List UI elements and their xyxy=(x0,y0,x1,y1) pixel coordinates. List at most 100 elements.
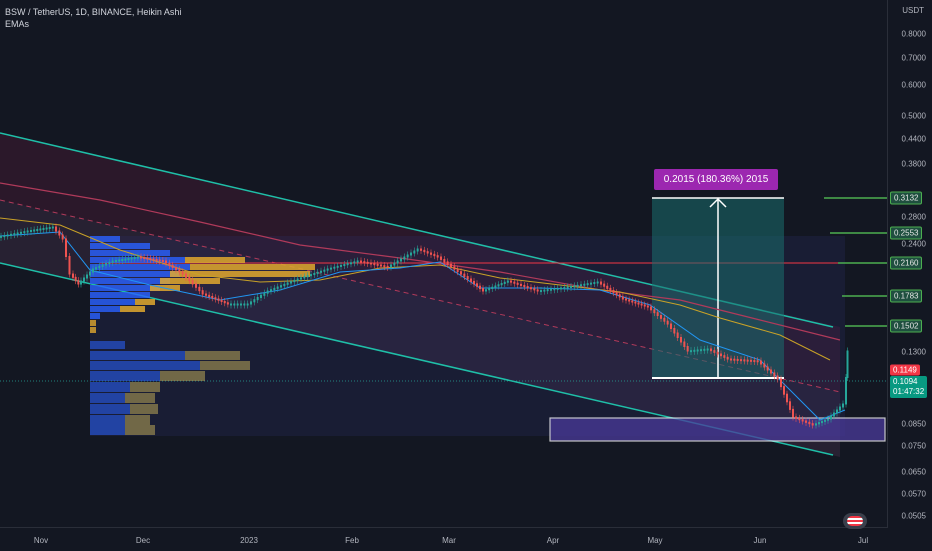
vp-bar xyxy=(130,404,158,414)
candle-body xyxy=(500,283,503,286)
candle-body xyxy=(713,350,716,353)
candle-body xyxy=(634,301,637,304)
candle-body xyxy=(693,349,696,352)
candle-body xyxy=(313,272,316,276)
flag-icon[interactable] xyxy=(843,513,867,529)
candle-body xyxy=(400,258,402,262)
vp-bar xyxy=(90,243,150,249)
time-label: Apr xyxy=(546,536,560,545)
candle-body xyxy=(520,283,522,286)
candle-body xyxy=(720,353,722,357)
candle-body xyxy=(513,281,516,284)
candle-body xyxy=(283,283,286,287)
candle-body xyxy=(30,230,32,232)
candle-body xyxy=(479,285,481,290)
candle-body xyxy=(16,232,19,235)
candle-body xyxy=(115,260,117,262)
candle-body xyxy=(845,377,847,405)
candle-body xyxy=(618,294,621,298)
candle-body xyxy=(86,274,88,279)
candle-body xyxy=(631,300,634,303)
candle-body xyxy=(746,359,749,362)
price-tick: 0.5000 xyxy=(901,111,926,121)
candle-body xyxy=(530,287,532,290)
vp-bar xyxy=(90,393,125,403)
vp-bar xyxy=(90,415,125,425)
candle-body xyxy=(220,299,223,302)
vp-bar xyxy=(120,306,145,312)
vp-bar xyxy=(90,382,130,392)
price-tick: 0.0650 xyxy=(901,467,926,477)
candle-body xyxy=(773,372,776,377)
candle-body xyxy=(296,278,299,281)
candle-body xyxy=(760,360,762,365)
candle-body xyxy=(178,269,181,273)
candle-body xyxy=(10,233,12,236)
vp-bar xyxy=(90,341,125,349)
candle-body xyxy=(824,419,826,422)
candle-body xyxy=(108,261,111,265)
candle-body xyxy=(615,292,618,296)
indicator-label[interactable]: EMAs xyxy=(5,19,30,29)
candle-body xyxy=(543,289,546,292)
candle-body xyxy=(316,271,319,274)
candle-body xyxy=(380,264,382,267)
candle-body xyxy=(286,282,289,285)
vp-bar xyxy=(90,313,100,319)
candle-body xyxy=(386,265,389,268)
time-label: Mar xyxy=(442,536,456,545)
candle-body xyxy=(726,356,729,360)
candle-body xyxy=(716,351,719,355)
candle-body xyxy=(556,287,559,290)
candle-body xyxy=(58,230,61,236)
descending-channel-fill xyxy=(0,133,840,457)
candle-body xyxy=(795,416,797,419)
time-axis[interactable]: Nov Dec 2023 Feb Mar Apr May Jun Jul xyxy=(0,527,888,551)
candle-body xyxy=(436,255,439,258)
price-axis[interactable]: USDT 0.8000 0.7000 0.6000 0.5000 0.4400 … xyxy=(887,0,932,527)
candle-body xyxy=(600,281,602,285)
candle-body xyxy=(353,261,356,264)
candle-body xyxy=(39,228,42,231)
candle-body xyxy=(670,323,672,329)
candle-body xyxy=(72,273,74,278)
candle-body xyxy=(576,284,579,287)
chart-area[interactable]: BSW / TetherUS, 1D, BINANCE, Heikin Ashi… xyxy=(0,0,888,529)
candle-body xyxy=(223,301,226,304)
candle-body xyxy=(770,369,772,374)
candle-body xyxy=(3,235,6,238)
price-chart[interactable] xyxy=(0,0,888,527)
candle-body xyxy=(300,277,302,280)
candle-body xyxy=(214,297,217,300)
candle-body xyxy=(326,268,329,271)
candle-body xyxy=(80,280,82,285)
time-label: Jul xyxy=(857,536,869,545)
candle-body xyxy=(526,286,529,289)
time-label: Dec xyxy=(135,536,151,545)
candle-body xyxy=(646,305,649,308)
candle-body xyxy=(396,260,399,264)
candle-body xyxy=(152,258,155,261)
candle-body xyxy=(198,286,201,292)
candle-body xyxy=(185,273,187,278)
target-price-tag: 0.1783 xyxy=(890,289,923,303)
candle-body xyxy=(373,263,376,266)
candle-body xyxy=(637,302,640,305)
candle-body xyxy=(482,288,484,292)
candle-body xyxy=(640,303,643,306)
time-label: Jun xyxy=(753,536,767,545)
candle-body xyxy=(175,267,177,271)
candle-body xyxy=(320,270,322,273)
candle-body xyxy=(696,349,699,352)
candle-body xyxy=(48,227,51,229)
candle-body xyxy=(420,248,422,251)
price-tick: 0.7000 xyxy=(901,53,926,63)
candle-body xyxy=(191,280,194,285)
candle-body xyxy=(663,317,666,322)
candle-body xyxy=(211,296,214,299)
price-tick: 0.0850 xyxy=(901,419,926,429)
candle-body xyxy=(266,290,269,294)
candle-body xyxy=(603,283,606,287)
candle-body xyxy=(497,284,500,287)
candle-body xyxy=(236,303,239,306)
